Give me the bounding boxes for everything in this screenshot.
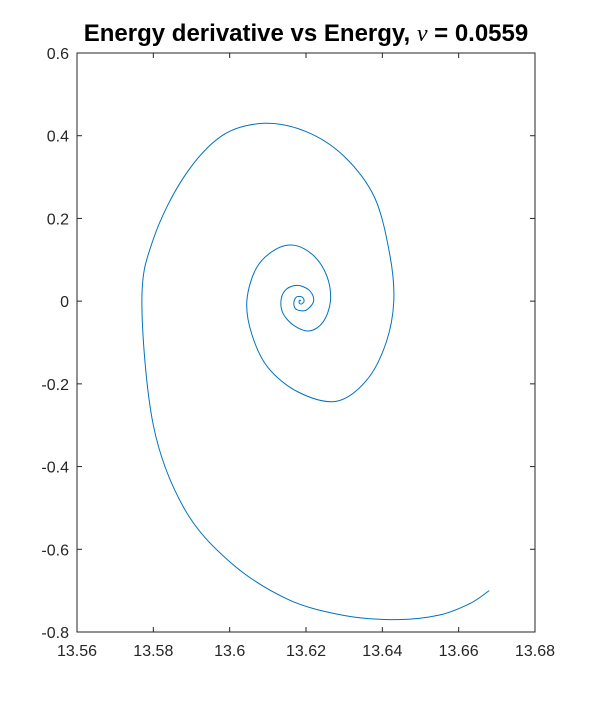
- y-tick-label: -0.4: [41, 460, 69, 477]
- axes: [76, 52, 536, 633]
- x-tick-label: 13.66: [439, 643, 479, 660]
- y-tick-label: -0.6: [41, 542, 69, 559]
- y-tick-label: -0.8: [41, 625, 69, 642]
- y-tick-label: 0.2: [47, 211, 69, 228]
- y-tick-label: -0.2: [41, 377, 69, 394]
- plot-frame: [76, 52, 536, 633]
- x-tick-label: 13.56: [57, 643, 97, 660]
- chart-title-tail: = 0.0559: [427, 20, 528, 47]
- chart-title: Energy derivative vs Energy, ν = 0.0559: [84, 20, 528, 47]
- y-tick-label: 0.4: [47, 129, 69, 146]
- series-group: [141, 122, 490, 621]
- y-tick-label: 0.6: [47, 46, 69, 63]
- x-tick-label: 13.58: [133, 643, 173, 660]
- chart-title-main: Energy derivative vs Energy,: [84, 20, 417, 47]
- x-tick-label: 13.6: [214, 643, 245, 660]
- series-line-0: [141, 122, 490, 621]
- x-tick-label: 13.62: [286, 643, 326, 660]
- x-tick-label: 13.68: [515, 643, 555, 660]
- y-tick-label: 0: [60, 294, 69, 311]
- ticks: 13.56 13.58 13.6 13.62 13.64 13.66 13.68 0.6 0.4…: [41, 46, 555, 660]
- x-tick-label: 13.64: [362, 643, 402, 660]
- chart-title-symbol: ν: [417, 21, 428, 47]
